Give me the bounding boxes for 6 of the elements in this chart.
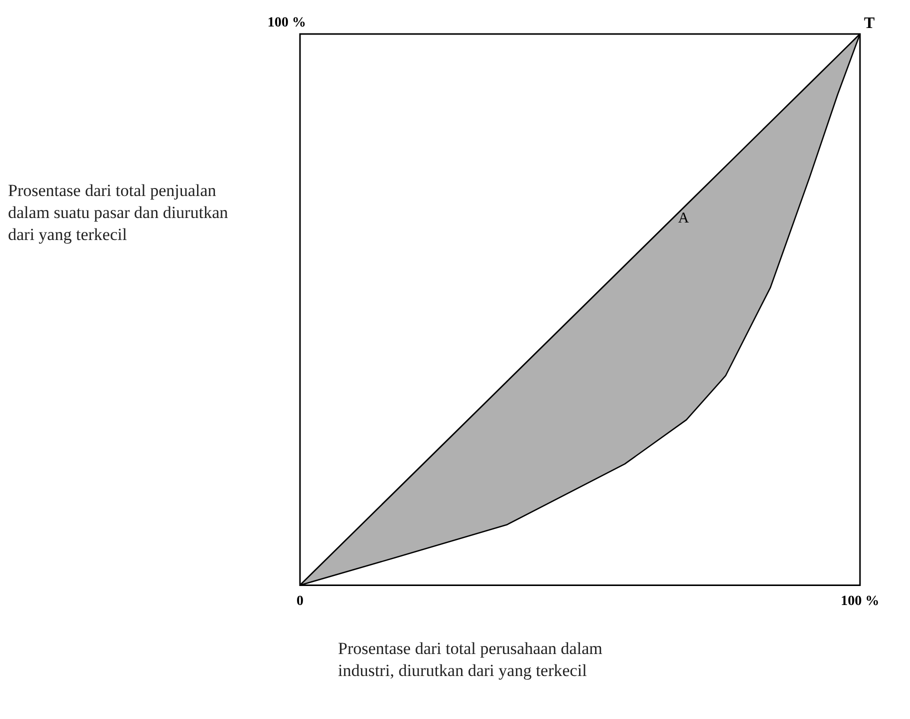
x-axis-title: Prosentase dari total perusahaan dalam industri, diurutkan dari yang terkecil [338, 638, 604, 682]
series-label: A [678, 210, 690, 227]
annotation: T [864, 15, 875, 32]
y-axis-title: Prosentase dari total penjualan dalam suatu pasar dan diurutkan dari yang terkecil [8, 180, 228, 246]
x-tick-label: 0 [296, 594, 304, 610]
text: 100 % [268, 16, 306, 31]
